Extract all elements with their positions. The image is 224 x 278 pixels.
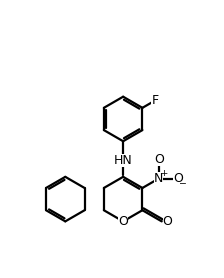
Text: −: −: [179, 178, 187, 187]
Text: O: O: [173, 172, 183, 185]
Text: O: O: [118, 215, 128, 228]
Text: +: +: [160, 169, 167, 178]
Text: O: O: [163, 215, 172, 229]
Text: HN: HN: [114, 154, 133, 167]
Text: F: F: [151, 94, 159, 107]
Text: O: O: [154, 153, 164, 166]
Text: N: N: [154, 172, 164, 185]
